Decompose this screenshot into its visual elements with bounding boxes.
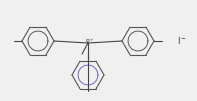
Text: I$^-$: I$^-$ <box>177 35 187 46</box>
Text: P$^+$: P$^+$ <box>85 38 95 46</box>
